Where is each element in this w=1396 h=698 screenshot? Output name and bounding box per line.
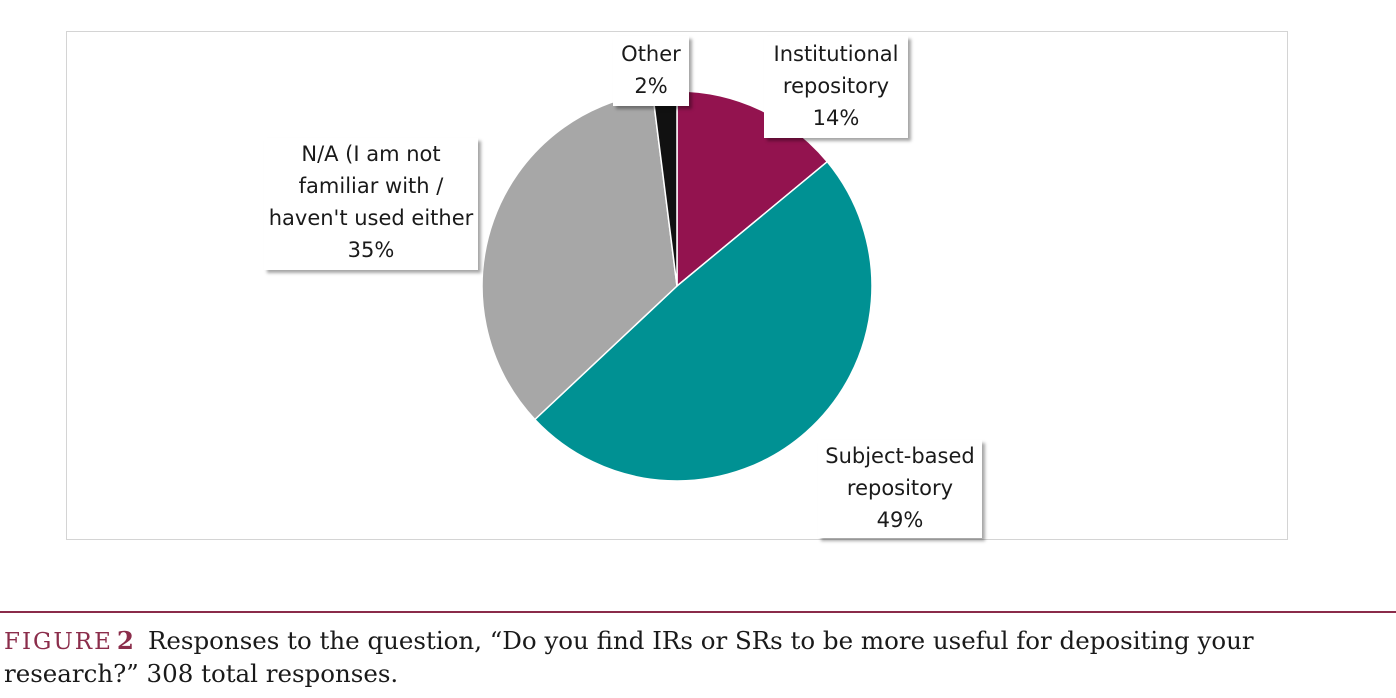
slice-label-line: Subject-based <box>825 444 975 468</box>
slice-label-line: Other <box>621 42 681 66</box>
caption-figure-label: FIGURE <box>4 629 113 655</box>
slice-label-line: N/A (I am not <box>301 142 441 166</box>
slice-label-institutional-repository: Institutional repository 14% <box>764 36 908 138</box>
figure-caption: FIGURE 2 Responses to the question, “Do yo… <box>4 625 1384 690</box>
slice-value-label: 35% <box>347 238 395 262</box>
slice-label-subject-based-repository: Subject-based repository 49% <box>818 440 982 538</box>
slice-label-line: familiar with / <box>298 174 444 198</box>
pie-slice-1 <box>533 160 873 482</box>
caption-divider <box>0 611 1396 613</box>
slice-label-na: N/A (I am not familiar with / haven't us… <box>264 138 478 270</box>
pie-slice-2 <box>481 91 678 421</box>
slice-label-line: Institutional <box>773 42 899 66</box>
caption-figure-number: 2 <box>116 626 134 655</box>
slice-value-label: 49% <box>876 508 924 532</box>
slice-label-line: haven't used either <box>268 206 474 230</box>
slice-value-label: 14% <box>812 106 860 130</box>
slice-value-label: 2% <box>634 74 668 98</box>
pie-slice-0 <box>676 90 829 288</box>
caption-text: Responses to the question, “Do you find … <box>4 626 1254 688</box>
slice-label-line: repository <box>846 476 954 500</box>
pie-chart <box>481 90 873 482</box>
slice-label-other: Other 2% <box>613 36 689 106</box>
slice-label-line: repository <box>782 74 890 98</box>
